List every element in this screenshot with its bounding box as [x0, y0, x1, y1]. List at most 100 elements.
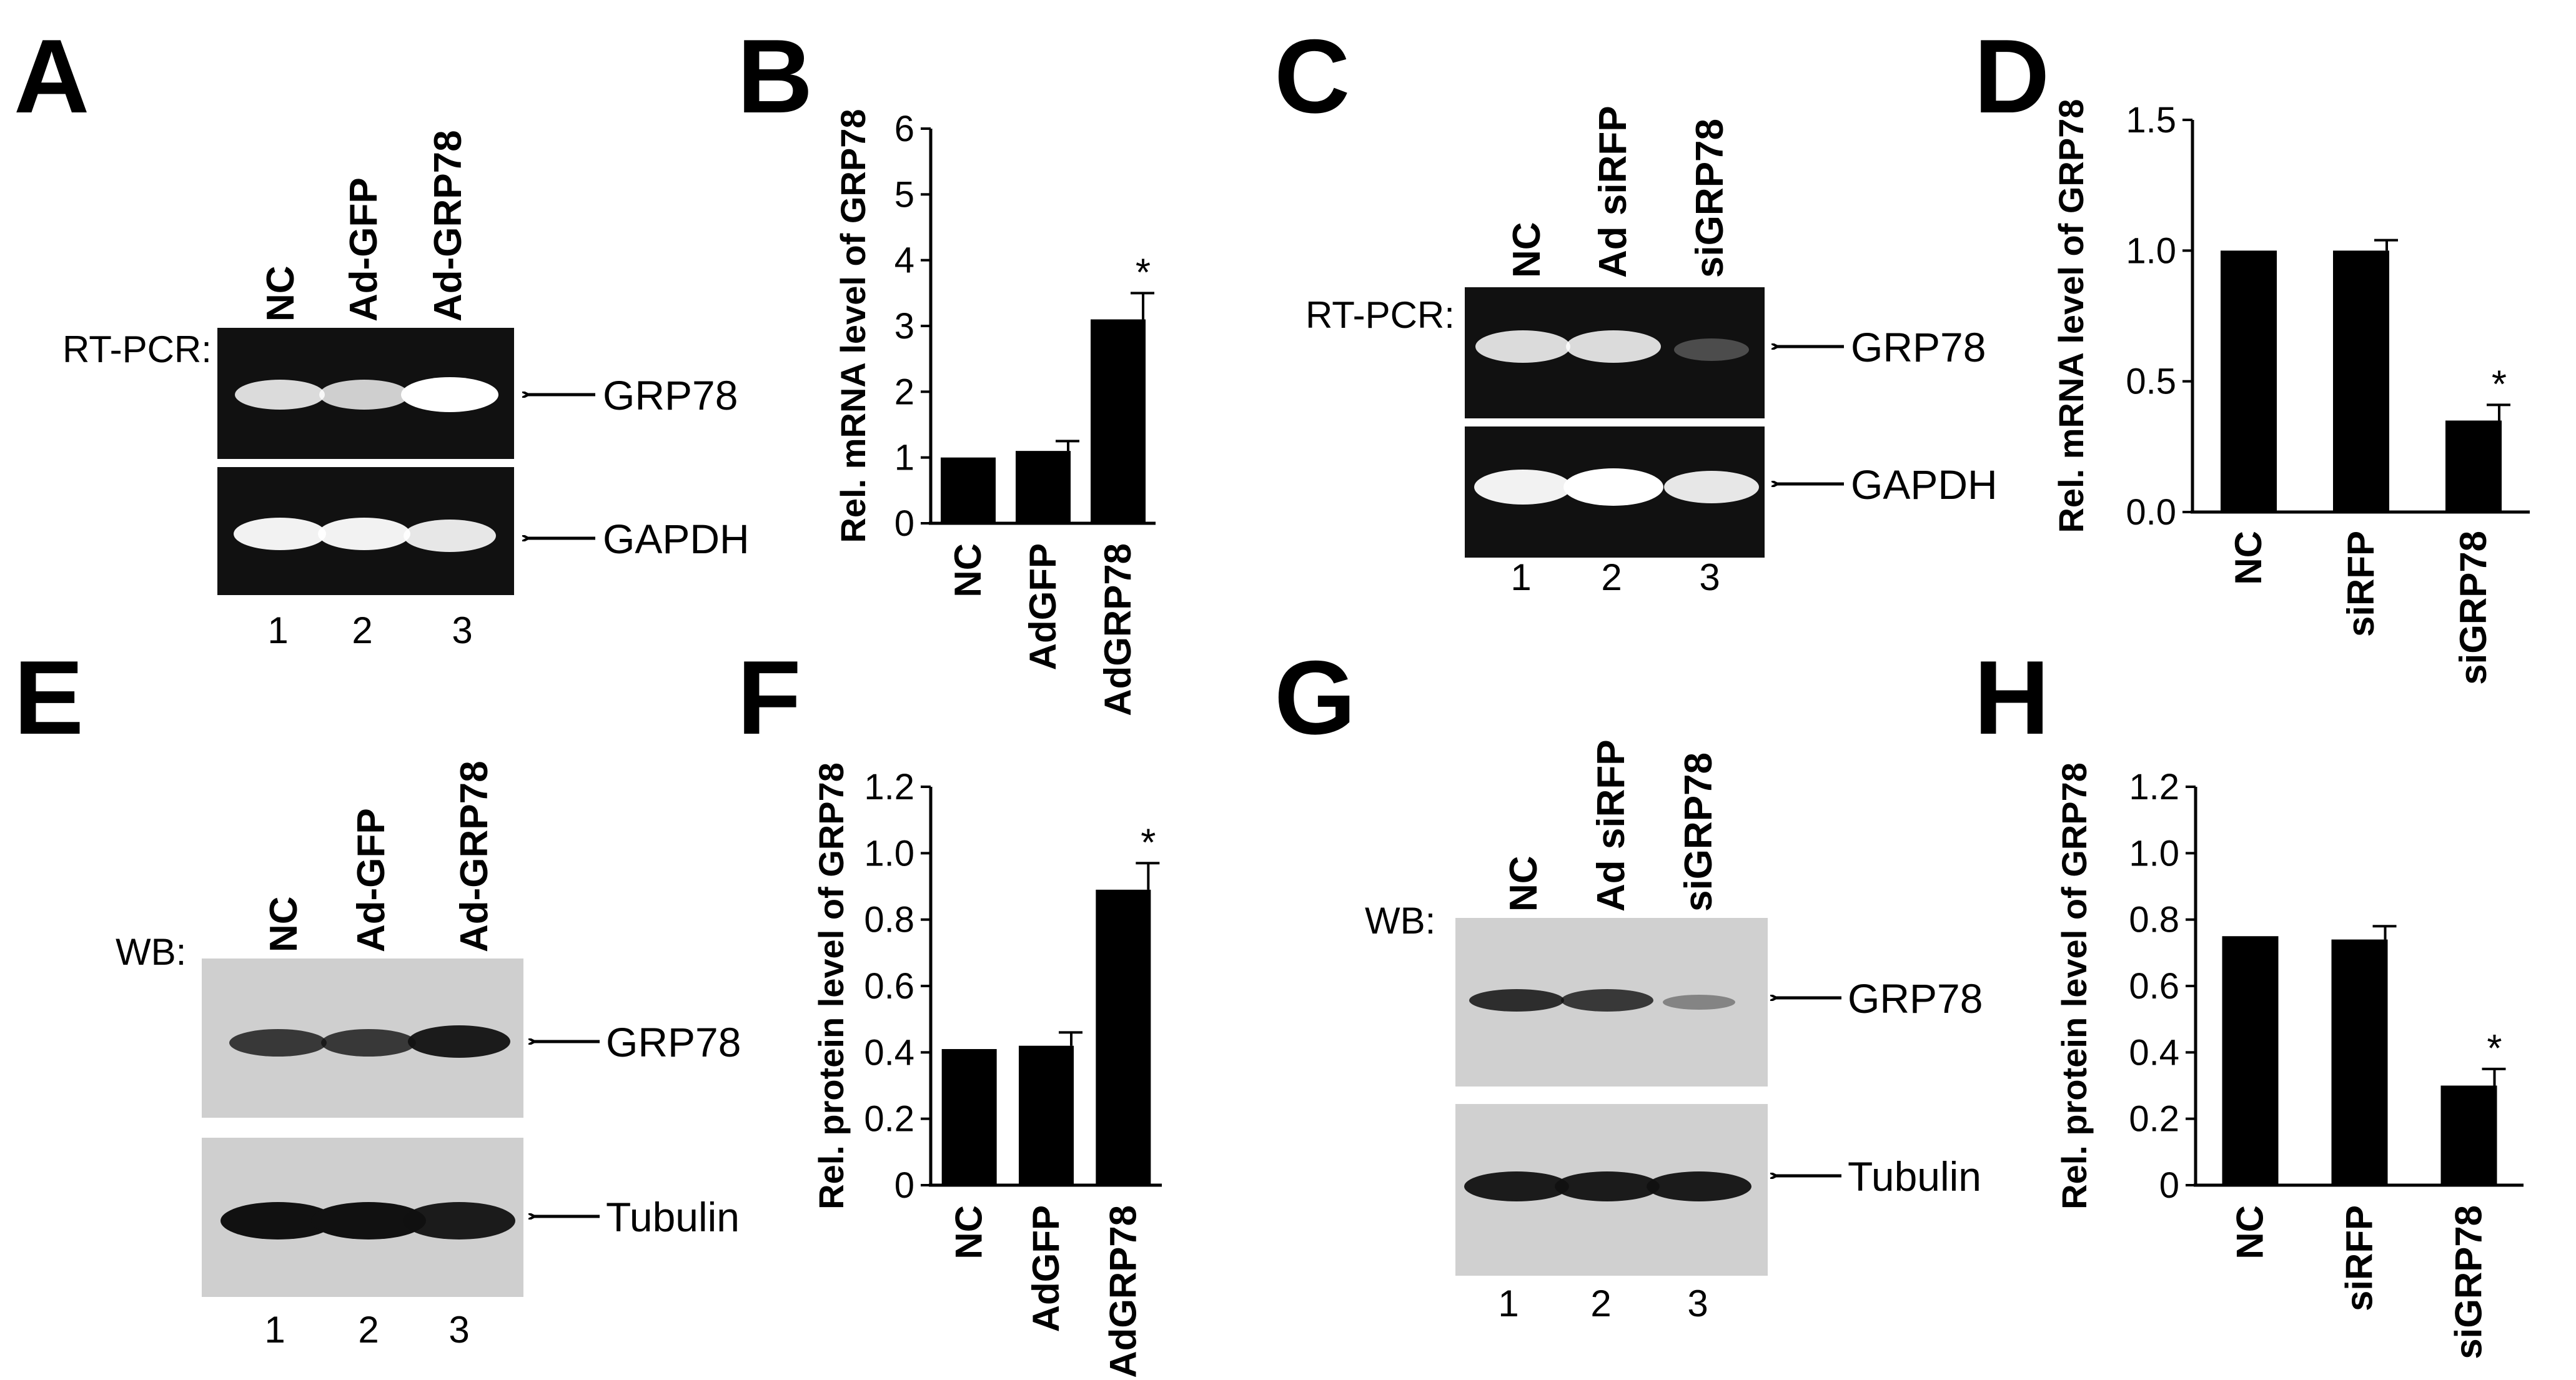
chart-b-category-label: NC	[947, 543, 989, 598]
chart-f-bar	[941, 1049, 997, 1185]
chart-d-y-tick-label: 0.0	[2126, 492, 2176, 533]
gel-a-band-gapdh-lane1	[234, 518, 326, 550]
gel-e-lane-number-2: 2	[358, 1309, 379, 1351]
gel-e-lane-number-3: 3	[448, 1309, 469, 1351]
gel-g-band-grp78-lane1	[1469, 989, 1564, 1012]
chart-h-bar	[2331, 939, 2388, 1185]
bar-chart-d: 0.0 0.5 1.0 1.5 Rel. mRNA level of GRP78 NC si…	[2051, 99, 2530, 685]
chart-f-category-label: NC	[948, 1205, 990, 1259]
chart-b-y-axis-label: Rel. mRNA level of GRP78	[833, 109, 873, 543]
gel-g-band-label-tubulin: Tubulin	[1848, 1153, 1981, 1200]
gel-a-band-label-gapdh: GAPDH	[603, 516, 750, 562]
gel-g-band-grp78-lane3	[1663, 995, 1735, 1010]
gel-c-band-grp78-lane3	[1674, 338, 1749, 361]
gel-e-band-grp78-lane3	[408, 1025, 510, 1058]
gel-a-lane-header-3: Ad-GRP78	[427, 130, 470, 322]
gel-c-band-gapdh-lane3	[1664, 471, 1759, 503]
chart-f-significance-marker: *	[1141, 821, 1156, 864]
chart-d-bar	[2445, 420, 2502, 512]
chart-h-bar	[2222, 936, 2279, 1185]
gel-c-lane-number-3: 3	[1699, 556, 1720, 598]
gel-e-band-label-grp78: GRP78	[606, 1019, 741, 1065]
chart-b-category-label: AdGRP78	[1097, 543, 1139, 716]
chart-f-y-tick-label: 0.6	[864, 966, 914, 1007]
chart-b-y-tick-label: 3	[894, 306, 914, 347]
panel-letter-h: H	[1974, 639, 2049, 756]
panel-letter-c: C	[1274, 17, 1350, 135]
chart-b-bar	[1016, 451, 1071, 523]
gel-c-lane-number-1: 1	[1510, 556, 1531, 598]
chart-f-y-tick-label: 0.4	[864, 1032, 914, 1073]
chart-h-y-tick-label: 0.8	[2129, 900, 2179, 940]
chart-f-category-label: AdGRP78	[1102, 1205, 1144, 1378]
gel-a-band-grp78-lane3	[401, 377, 498, 412]
chart-f-bar	[1019, 1045, 1074, 1185]
chart-b-category-label: AdGFP	[1022, 543, 1064, 670]
gel-c-band-gapdh-lane1	[1474, 470, 1572, 505]
gel-g-band-tubulin-lane3	[1647, 1171, 1751, 1201]
gel-e-band-tubulin-lane3	[403, 1202, 515, 1240]
gel-c-lane-number-2: 2	[1601, 556, 1622, 598]
bar-chart-h: 0 0.2 0.4 0.6 0.8 1.0 1.2 Rel. protein level of…	[2054, 762, 2524, 1359]
panel-letter-f: F	[737, 639, 801, 756]
panel-letter-d: D	[1974, 17, 2049, 135]
gel-a-lane-header-1: NC	[259, 265, 302, 322]
chart-h-y-tick-label: 1.0	[2129, 833, 2179, 874]
chart-b-y-tick-label: 2	[894, 372, 914, 412]
chart-b-y-tick-label: 6	[894, 109, 914, 149]
chart-h-category-label: siRFP	[2339, 1205, 2380, 1311]
gel-c-band-grp78-lane2	[1566, 330, 1661, 363]
chart-d-y-tick-label: 0.5	[2126, 362, 2176, 402]
gel-panel-g: WB: NC Ad siRFP siGRP78 GRP78 Tubulin 1 …	[1365, 739, 1983, 1324]
chart-h-category-label: siGRP78	[2448, 1205, 2490, 1359]
bar-chart-b: 0 1 2 3 4 5 6 Rel. mRNA level of GRP78 NC AdGFP * A…	[833, 109, 1156, 716]
chart-d-y-axis-label: Rel. mRNA level of GRP78	[2051, 99, 2091, 533]
chart-b-y-tick-label: 0	[894, 503, 914, 544]
chart-h-y-tick-label: 0	[2159, 1165, 2179, 1206]
gel-c-band-gapdh-lane2	[1563, 468, 1663, 506]
gel-g-method-label: WB:	[1365, 900, 1435, 942]
gel-panel-e: WB: NC Ad-GFP Ad-GRP78 GRP78 Tubulin 1 2…	[116, 761, 741, 1351]
gel-g-lane-header-3: siGRP78	[1677, 752, 1720, 912]
gel-a-lane-number-3: 3	[452, 609, 472, 651]
chart-b-bar	[1091, 319, 1146, 523]
panel-letter-e: E	[14, 639, 84, 756]
chart-f-y-tick-label: 1.0	[864, 833, 914, 874]
gel-a-method-label: RT-PCR:	[62, 328, 212, 370]
chart-d-y-tick-label: 1.5	[2126, 100, 2176, 140]
gel-a-band-gapdh-lane3	[404, 520, 496, 552]
chart-b-significance-marker: *	[1136, 251, 1151, 294]
gel-g-band-tubulin-lane2	[1555, 1171, 1660, 1201]
panel-letter-a: A	[14, 17, 89, 135]
gel-g-band-label-grp78: GRP78	[1848, 975, 1983, 1022]
gel-a-band-label-grp78: GRP78	[603, 372, 738, 418]
gel-a-lane-header-2: Ad-GFP	[342, 177, 385, 322]
gel-c-band-label-gapdh: GAPDH	[1851, 461, 1998, 508]
chart-d-significance-marker: *	[2492, 363, 2507, 406]
panel-letter-g: G	[1274, 639, 1356, 756]
chart-h-y-tick-label: 0.2	[2129, 1099, 2179, 1140]
chart-f-y-tick-label: 1.2	[864, 767, 914, 807]
gel-g-lane-header-1: NC	[1502, 855, 1545, 912]
gel-e-lane-header-3: Ad-GRP78	[453, 761, 496, 952]
chart-h-y-tick-label: 0.6	[2129, 966, 2179, 1007]
chart-h-y-tick-label: 1.2	[2129, 767, 2179, 807]
chart-b-y-tick-label: 5	[894, 174, 914, 215]
gel-a-lane-number-2: 2	[352, 609, 372, 651]
chart-f-category-label: AdGFP	[1025, 1205, 1067, 1332]
chart-h-y-axis-label: Rel. protein level of GRP78	[2054, 762, 2094, 1210]
gel-e-band-grp78-lane1	[229, 1029, 327, 1057]
chart-d-y-tick-label: 1.0	[2126, 230, 2176, 271]
chart-d-bar	[2333, 250, 2389, 512]
gel-g-lane-header-2: Ad siRFP	[1590, 739, 1633, 912]
chart-b-y-tick-label: 4	[894, 240, 914, 281]
chart-f-y-tick-label: 0.2	[864, 1099, 914, 1140]
gel-a-band-grp78-lane1	[235, 380, 325, 410]
gel-e-band-grp78-lane2	[321, 1029, 416, 1057]
gel-panel-a: RT-PCR: NC Ad-GFP Ad-GRP78 GRP78 GAPDH 1…	[62, 130, 750, 651]
chart-f-y-axis-label: Rel. protein level of GRP78	[811, 762, 851, 1210]
gel-panel-c: RT-PCR: NC Ad siRFP siGRP78 GRP78 GAPDH …	[1305, 106, 1998, 598]
chart-b-y-tick-label: 1	[894, 438, 914, 478]
chart-b-bar	[941, 457, 996, 523]
